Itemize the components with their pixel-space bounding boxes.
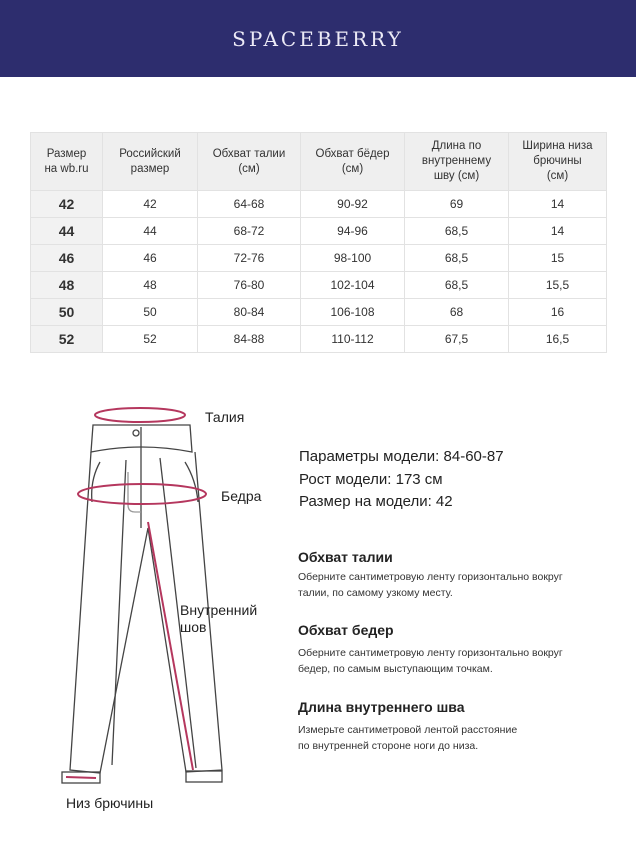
table-cell: 69: [404, 190, 509, 218]
col-header: Обхват талии (см): [197, 132, 301, 191]
table-cell: 90-92: [300, 190, 405, 218]
table-cell: 15: [508, 244, 607, 272]
table-cell: 68,5: [404, 217, 509, 245]
col-header: Длина по внутреннему шву (см): [404, 132, 509, 191]
table-row: 50 50 80-84 106-108 68 16: [30, 298, 607, 326]
table-row: 48 48 76-80 102-104 68,5 15,5: [30, 271, 607, 299]
table-cell: 94-96: [300, 217, 405, 245]
header-banner: SPACEBERRY: [0, 0, 636, 77]
table-cell: 102-104: [300, 271, 405, 299]
table-row: 52 52 84-88 110-112 67,5 16,5: [30, 325, 607, 353]
table-cell: 42: [102, 190, 198, 218]
table-row: 42 42 64-68 90-92 69 14: [30, 190, 607, 218]
guide-text-hips: Оберните сантиметровую ленту горизонталь…: [298, 647, 563, 675]
table-cell: 14: [508, 190, 607, 218]
table-cell: 110-112: [300, 325, 405, 353]
table-cell: 48: [102, 271, 198, 299]
table-row: 46 46 72-76 98-100 68,5 15: [30, 244, 607, 272]
table-cell: 50: [30, 298, 103, 326]
label-hem: Низ брючины: [66, 795, 154, 811]
table-cell: 68,5: [404, 244, 509, 272]
guide-text-waist: Оберните сантиметровую ленту горизонталь…: [298, 571, 563, 599]
table-header-row: Размер на wb.ru Российский размер Обхват т…: [30, 132, 607, 191]
measure-lines: [65, 407, 207, 779]
table-cell: 72-76: [197, 244, 301, 272]
table-cell: 16: [508, 298, 607, 326]
table-cell: 67,5: [404, 325, 509, 353]
table-cell: 46: [30, 244, 103, 272]
hip-measure-icon: [77, 483, 207, 505]
label-inseam-1: Внутренний: [180, 602, 257, 618]
brand-logo: SPACEBERRY: [232, 27, 404, 51]
table-cell: 44: [102, 217, 198, 245]
table-cell: 80-84: [197, 298, 301, 326]
col-header: Российский размер: [102, 132, 198, 191]
col-header: Обхват бёдер (см): [300, 132, 405, 191]
guide-title-waist: Обхват талии: [298, 549, 393, 565]
model-size: Размер на модели: 42: [299, 493, 453, 510]
model-params: Параметры модели: 84-60-87: [299, 448, 504, 465]
table-cell: 84-88: [197, 325, 301, 353]
table-cell: 68,5: [404, 271, 509, 299]
size-table: Размер на wb.ru Российский размер Обхват т…: [30, 132, 607, 353]
table-row: 44 44 68-72 94-96 68,5 14: [30, 217, 607, 245]
table-cell: 48: [30, 271, 103, 299]
table-cell: 76-80: [197, 271, 301, 299]
label-inseam-2: шов: [180, 619, 206, 635]
table-cell: 106-108: [300, 298, 405, 326]
table-cell: 52: [102, 325, 198, 353]
table-cell: 44: [30, 217, 103, 245]
table-cell: 68-72: [197, 217, 301, 245]
table-cell: 16,5: [508, 325, 607, 353]
waist-measure-icon: [94, 407, 186, 423]
table-cell: 15,5: [508, 271, 607, 299]
table-cell: 68: [404, 298, 509, 326]
col-header: Ширина низа брючины (см): [508, 132, 607, 191]
table-cell: 52: [30, 325, 103, 353]
guide-text-inseam: Измерьте сантиметровой лентой расстояние…: [298, 724, 518, 752]
table-cell: 14: [508, 217, 607, 245]
hem-measure-icon: [65, 776, 97, 779]
table-cell: 98-100: [300, 244, 405, 272]
model-height: Рост модели: 173 см: [299, 471, 443, 488]
inseam-measure-icon: [147, 521, 194, 771]
label-waist: Талия: [205, 409, 244, 425]
table-cell: 46: [102, 244, 198, 272]
col-header: Размер на wb.ru: [30, 132, 103, 191]
guide-title-hips: Обхват бедер: [298, 622, 394, 638]
pants-outline: [61, 424, 223, 784]
pants-diagram: Талия Бедра Внутренний шов: [61, 407, 262, 784]
table-cell: 42: [30, 190, 103, 218]
table-cell: 64-68: [197, 190, 301, 218]
label-hips: Бедра: [221, 488, 262, 504]
table-cell: 50: [102, 298, 198, 326]
guide-title-inseam: Длина внутреннего шва: [298, 699, 465, 715]
